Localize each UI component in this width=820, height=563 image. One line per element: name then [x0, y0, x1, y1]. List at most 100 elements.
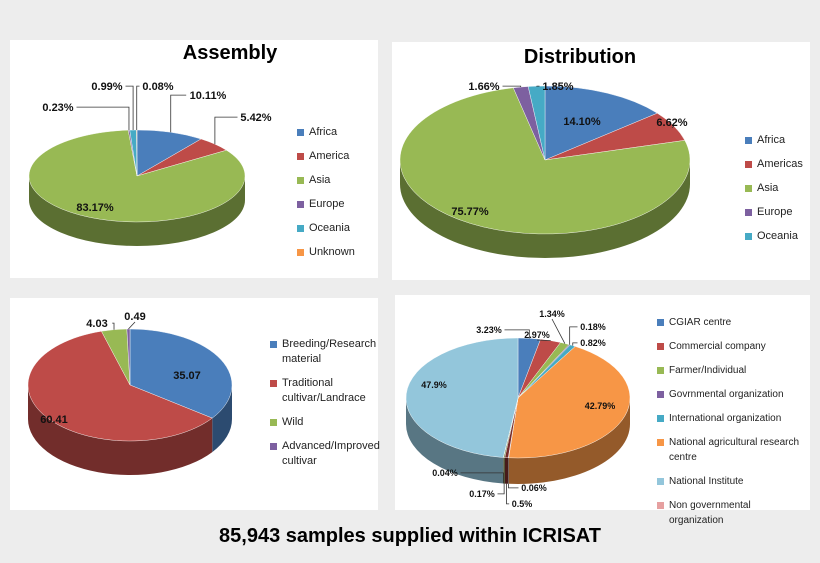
leader-line	[508, 483, 519, 489]
legend-swatch	[657, 439, 664, 446]
legend-label: CGIAR centre	[669, 317, 732, 328]
legend-swatch	[745, 209, 752, 216]
legend-label: National agricultural research centre	[669, 437, 800, 463]
data-label: 14.10%	[563, 116, 601, 128]
legend-label: Oceania	[309, 222, 350, 234]
legend-swatch	[297, 177, 304, 184]
data-label: 5.42%	[240, 112, 271, 124]
data-label: 1.34%	[539, 309, 565, 319]
legend-label: Oceania	[757, 230, 798, 242]
pie-slice-2	[28, 129, 246, 223]
leader-line	[497, 483, 505, 495]
data-label: 0.04%	[432, 468, 458, 478]
legend-item: National Institute	[657, 474, 807, 489]
material-legend: Breeding/Research material Traditional cu…	[270, 337, 380, 478]
legend-label: Europe	[309, 198, 345, 210]
legend-swatch	[657, 343, 664, 350]
pie-slice-side	[508, 398, 630, 484]
data-label: 0.18%	[580, 322, 606, 332]
data-label: 3.23%	[476, 325, 502, 335]
legend-label: Asia	[309, 174, 331, 186]
leader-line	[504, 329, 530, 339]
legend-item: Africa	[297, 125, 355, 140]
leader-line	[128, 321, 136, 330]
legend-item: Non governmental organization	[657, 498, 807, 528]
legend-swatch	[745, 233, 752, 240]
distribution-title: Distribution	[523, 46, 637, 68]
leader-line	[136, 85, 140, 131]
pie-slice-side	[400, 160, 690, 258]
data-label: 4.03	[86, 318, 107, 330]
legend-label: Breeding/Research material	[282, 338, 377, 365]
legend-item: Wild	[270, 415, 375, 430]
legend-item: Americas	[745, 157, 803, 172]
legend-label: Non governmental organization	[669, 500, 751, 526]
legend-swatch	[657, 367, 664, 374]
data-label: 1.85%	[542, 81, 573, 93]
data-label: 0.5%	[512, 499, 533, 509]
legend-swatch	[270, 341, 277, 348]
legend-item: Commercial company	[657, 339, 807, 354]
legend-item: Govrnmental organization	[657, 387, 807, 402]
legend-item: Farmer/Individual	[657, 363, 807, 378]
legend-swatch	[297, 129, 304, 136]
pie-chart-3: 3.23% 2.97% 1.34% 0.18% 0.82% 42.79% 0.06% 0.5%…	[405, 309, 631, 509]
leader-line	[502, 85, 522, 88]
legend-swatch	[657, 391, 664, 398]
legend-item: CGIAR centre	[657, 315, 807, 330]
legend-swatch	[657, 502, 664, 509]
data-label: 0.82%	[580, 338, 606, 348]
pie-chart-0: 10.11% 5.42% 83.17% 0.23% 0.99% 0.08%	[28, 81, 272, 246]
legend-swatch	[657, 478, 664, 485]
data-label: 0.49	[124, 311, 145, 323]
pie-slice-side	[212, 385, 232, 453]
legend-label: America	[309, 150, 350, 162]
data-label: 0.08%	[142, 81, 173, 93]
assembly-title: Assembly	[182, 42, 278, 64]
legend-item: Europe	[745, 205, 803, 220]
legend-item: America	[297, 149, 355, 164]
data-label: 0.17%	[469, 489, 495, 499]
data-label: 2.97%	[524, 330, 550, 340]
distribution-legend: Africa Americas Asia Europe Oceania	[745, 133, 803, 253]
legend-label: Asia	[757, 182, 779, 194]
legend-item: Advanced/Improved cultivar	[270, 439, 380, 469]
data-label: 35.07	[173, 370, 201, 382]
assembly-legend: Africa America Asia Europe Oceania Unknown	[297, 125, 355, 269]
legend-label: Traditional cultivar/Landrace	[282, 377, 366, 404]
legend-swatch	[745, 185, 752, 192]
legend-item: Breeding/Research material	[270, 337, 377, 367]
legend-swatch	[657, 319, 664, 326]
pie-slice-side	[503, 457, 505, 484]
recipient-legend: CGIAR centre Commercial company Farmer/Ind…	[657, 315, 807, 537]
pie-slice-10	[405, 337, 519, 458]
data-label: 10.11%	[190, 90, 227, 102]
data-label: 42.79%	[585, 401, 616, 411]
pie-slice-3	[126, 328, 131, 386]
pie-slice-0	[544, 85, 658, 161]
legend-swatch	[745, 161, 752, 168]
legend-label: Commercial company	[669, 341, 766, 352]
legend-item: Oceania	[297, 221, 355, 236]
legend-swatch	[270, 443, 277, 450]
pie-chart-2: 35.07 60.41 4.03 0.49	[27, 311, 233, 476]
data-label: 47.9%	[421, 380, 447, 390]
legend-swatch	[657, 415, 664, 422]
leader-line	[170, 94, 187, 133]
data-label: 6.62%	[656, 117, 687, 129]
pie-chart-1: 14.10% 6.62% 75.77% 1.66% 1.85%	[399, 81, 691, 258]
leader-line	[569, 326, 578, 345]
legend-item: Asia	[297, 173, 355, 188]
pie-slice-side	[28, 385, 213, 476]
data-label: 0.99%	[91, 81, 122, 93]
legend-swatch	[297, 225, 304, 232]
leader-line	[214, 116, 238, 145]
legend-swatch	[297, 153, 304, 160]
data-label: 0.23%	[42, 102, 73, 114]
legend-item: Europe	[297, 197, 355, 212]
leader-line	[671, 125, 675, 129]
data-label: 83.17%	[76, 202, 114, 214]
pie-slice-2	[399, 87, 691, 235]
leader-line	[572, 342, 578, 346]
data-label: 0.06%	[521, 483, 547, 493]
